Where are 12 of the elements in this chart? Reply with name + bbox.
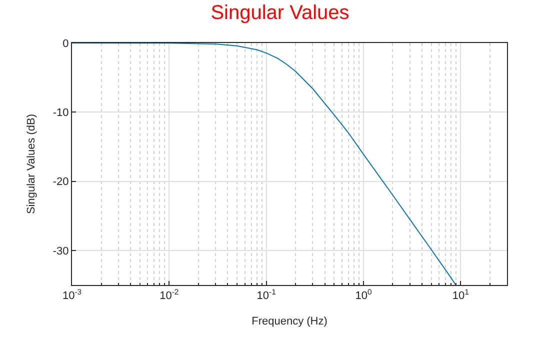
y-axis-title: Singular Values (dB) <box>26 114 38 214</box>
x-tick-label: 10$^{1}$ <box>452 288 469 302</box>
x-tick-label: 10$^{-2}$ <box>160 288 179 302</box>
chart-title: Singular Values <box>210 2 350 24</box>
y-tick-label: 0 <box>62 38 69 50</box>
y-tick-label: -10 <box>52 106 69 119</box>
y-tick-label: -30 <box>52 245 69 258</box>
x-tick-label: 10$^{-1}$ <box>256 288 276 302</box>
y-tick-label: -20 <box>52 176 69 188</box>
x-axis-title: Frequency (Hz) <box>252 315 328 328</box>
x-tick-label: 10$^{-3}$ <box>62 288 82 302</box>
x-tick-label: 10$^{0}$ <box>355 288 372 302</box>
